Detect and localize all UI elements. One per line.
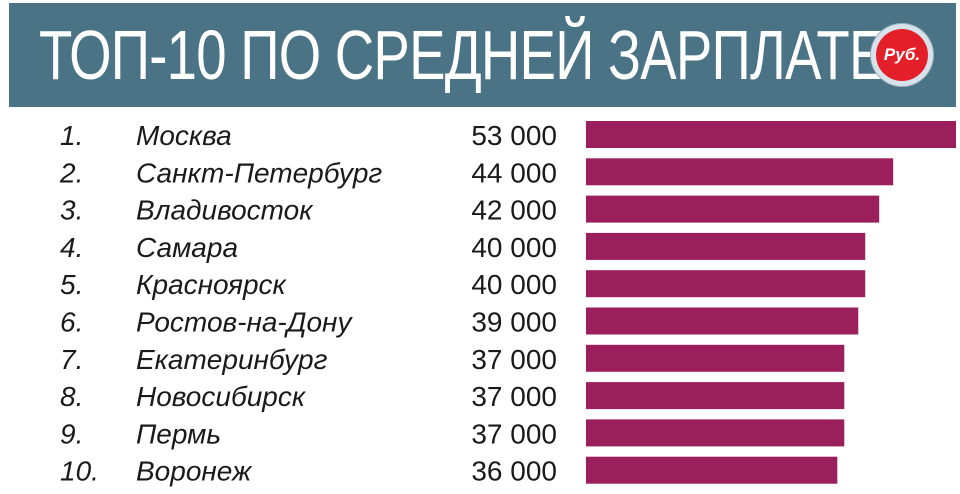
- category-label: Красноярск: [136, 269, 288, 300]
- category-label: Ростов-на-Дону: [136, 307, 353, 338]
- rank-label: 4.: [60, 232, 83, 263]
- value-label: 37 000: [471, 381, 557, 412]
- category-label: Новосибирск: [136, 381, 307, 412]
- bar: [586, 344, 845, 372]
- value-label: 53 000: [471, 120, 557, 151]
- value-label: 44 000: [471, 157, 557, 188]
- bar: [586, 232, 866, 260]
- bar: [586, 270, 866, 298]
- rank-label: 10.: [60, 456, 99, 487]
- value-label: 37 000: [471, 418, 557, 449]
- header-banner: ТОП-10 ПО СРЕДНЕЙ ЗАРПЛАТЕ Руб.: [9, 3, 956, 107]
- bar: [586, 195, 880, 223]
- bar: [586, 419, 845, 447]
- bar: [586, 158, 894, 186]
- category-label: Воронеж: [136, 456, 253, 487]
- rank-label: 6.: [60, 307, 83, 338]
- category-label: Москва: [136, 120, 232, 151]
- bar: [586, 307, 859, 335]
- value-label: 36 000: [471, 456, 557, 487]
- page-title: ТОП-10 ПО СРЕДНЕЙ ЗАРПЛАТЕ: [39, 16, 885, 94]
- currency-badge: Руб.: [871, 24, 933, 86]
- rank-label: 9.: [60, 418, 83, 449]
- value-label: 39 000: [471, 307, 557, 338]
- category-label: Санкт-Петербург: [136, 157, 382, 188]
- rank-label: 5.: [60, 269, 83, 300]
- bar: [586, 121, 956, 148]
- value-label: 40 000: [471, 269, 557, 300]
- rank-label: 3.: [60, 195, 83, 226]
- rank-label: 2.: [59, 157, 83, 188]
- category-label: Самара: [136, 232, 238, 263]
- value-label: 37 000: [471, 344, 557, 375]
- category-label: Екатеринбург: [136, 344, 328, 375]
- currency-badge-label: Руб.: [876, 29, 928, 81]
- value-label: 40 000: [471, 232, 557, 263]
- value-label: 42 000: [471, 195, 557, 226]
- rank-label: 7.: [60, 344, 83, 375]
- rank-label: 8.: [60, 381, 83, 412]
- bar: [586, 456, 838, 484]
- category-label: Пермь: [136, 418, 221, 449]
- bar: [586, 382, 845, 410]
- rank-label: 1.: [60, 120, 83, 151]
- category-label: Владивосток: [136, 195, 314, 226]
